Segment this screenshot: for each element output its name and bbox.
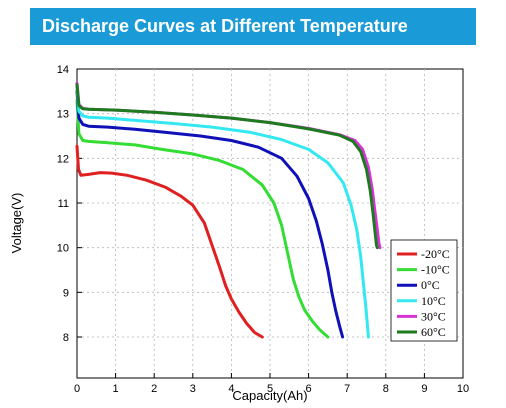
series-line [75, 89, 345, 339]
x-tick-label: 6 [306, 383, 312, 395]
legend: -20°C -10°C0°C 10°C30°C 60°C [390, 239, 458, 342]
series-line [75, 98, 330, 339]
series-lines [75, 81, 382, 339]
y-tick-label: 14 [57, 64, 69, 76]
y-tick-label: 8 [63, 332, 69, 344]
series-line [75, 144, 264, 339]
x-tick-label: 0 [74, 383, 80, 395]
series-line [75, 85, 370, 339]
y-tick-label: 12 [57, 153, 69, 165]
x-tick-label: 5 [267, 383, 273, 395]
x-tick-label: 7 [344, 383, 350, 395]
y-tick-label: 10 [57, 243, 69, 255]
series-line [75, 83, 379, 250]
legend-label: -20°C [421, 247, 450, 261]
y-tick-label: 11 [58, 198, 69, 210]
x-tick-label: 4 [228, 383, 234, 395]
legend-label: 30°C [421, 309, 446, 323]
x-tick-label: 8 [383, 383, 389, 395]
x-axis-label: Capacity(Ah) [232, 388, 307, 403]
title-bar: Discharge Curves at Different Temperatur… [30, 8, 476, 45]
chart-title: Discharge Curves at Different Temperatur… [42, 16, 408, 36]
x-tick-label: 10 [457, 383, 469, 395]
y-tick-label: 13 [57, 109, 69, 121]
legend-label: 0°C [421, 278, 440, 292]
x-tick-label: 3 [190, 383, 196, 395]
y-tick-label: 9 [63, 287, 69, 299]
y-axis-label: Voltage(V) [9, 193, 24, 254]
legend-label: 10°C [421, 294, 446, 308]
legend-label: -10°C [421, 263, 450, 277]
legend-box [390, 239, 458, 342]
legend-label: 60°C [421, 325, 446, 339]
x-tick-label: 9 [421, 383, 427, 395]
x-tick-label: 1 [113, 383, 119, 395]
x-tick-label: 2 [151, 383, 157, 395]
